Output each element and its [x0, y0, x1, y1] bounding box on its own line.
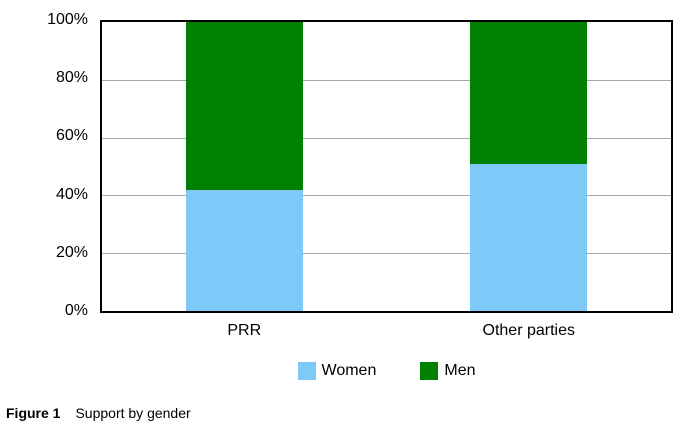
figure-caption-label: Figure 1 — [6, 405, 61, 421]
x-axis-label-prr: PRR — [227, 322, 262, 339]
gridline-80 — [102, 79, 671, 81]
legend-item-men: Men — [420, 362, 475, 380]
legend-item-women: Women — [297, 362, 377, 380]
segment-women-prr — [185, 189, 303, 311]
gridline-40 — [102, 195, 671, 197]
segment-men-prr — [185, 22, 303, 190]
legend-swatch-women — [297, 362, 316, 380]
bar-other-parties — [470, 22, 588, 311]
legend-label-women: Women — [321, 362, 377, 379]
segment-men-other-parties — [470, 22, 588, 164]
gridline-20 — [102, 253, 671, 255]
y-axis-label-40: 40% — [55, 185, 88, 203]
gridline-60 — [102, 137, 671, 139]
y-axis-label-80: 80% — [55, 69, 88, 87]
figure-caption: Figure 1 Support by gender — [6, 403, 191, 423]
legend-swatch-men — [420, 362, 439, 380]
y-axis-label-100: 100% — [47, 11, 88, 28]
plot-area — [100, 20, 673, 313]
y-axis-label-60: 60% — [55, 127, 88, 145]
bar-prr — [185, 22, 303, 311]
legend: Women Men — [100, 362, 673, 380]
y-axis-label-0: 0% — [64, 302, 88, 319]
figure-caption-text: Support by gender — [75, 405, 191, 421]
segment-women-other-parties — [470, 163, 588, 311]
y-axis-label-20: 20% — [55, 243, 88, 261]
x-axis-label-other-parties: Other parties — [482, 322, 575, 339]
legend-label-men: Men — [444, 362, 476, 379]
